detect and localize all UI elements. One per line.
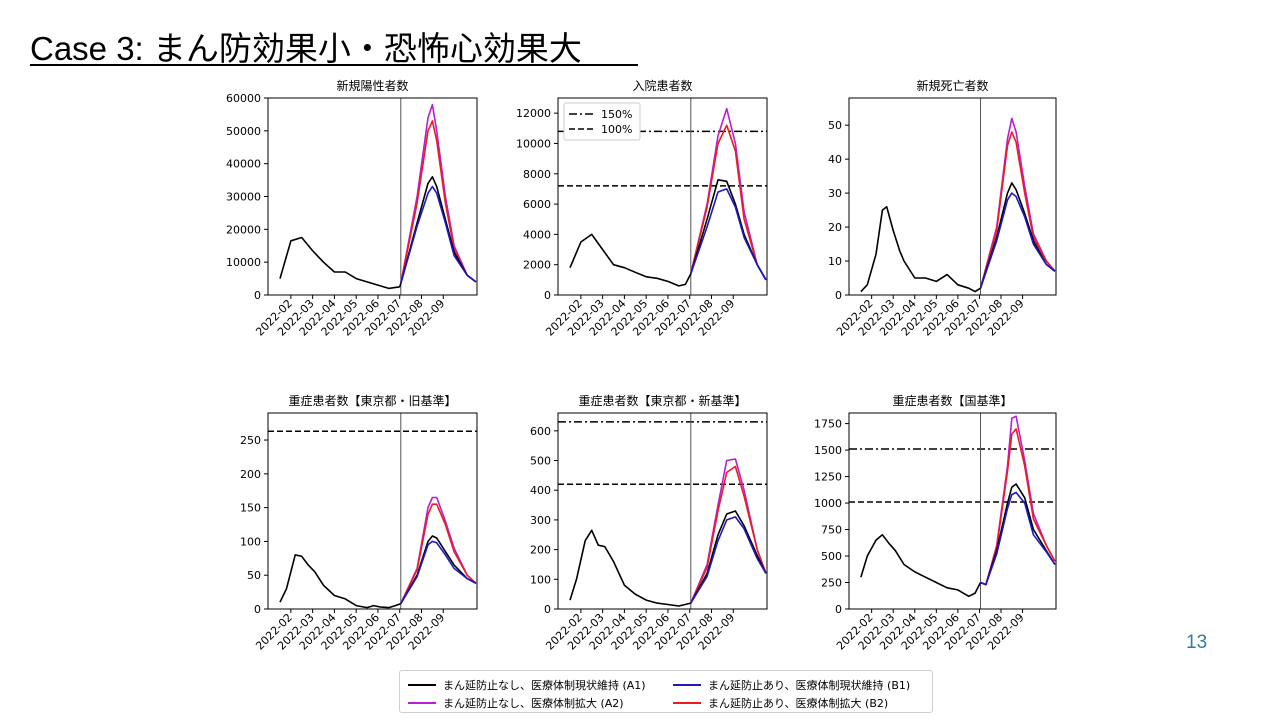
legend-label-a2: まん延防止なし、医療体制拡大 (A2) <box>443 697 624 710</box>
legend-item-b1: まん延防止あり、医療体制現状維持 (B1) <box>673 677 910 693</box>
series-line-a2 <box>979 117 1056 289</box>
y-tick-label: 60000 <box>226 92 261 105</box>
y-tick-label: 10000 <box>226 256 261 269</box>
legend-label-b2: まん延防止あり、医療体制拡大 (B2) <box>708 697 889 710</box>
chart-3: 新規死亡者数010203040502022-022022-032022-0420… <box>828 78 1057 339</box>
series-line-a1 <box>690 510 767 604</box>
y-tick-label: 10000 <box>516 137 551 150</box>
y-tick-label: 0 <box>544 289 551 302</box>
y-tick-label: 500 <box>530 455 551 468</box>
y-tick-label: 0 <box>254 289 261 302</box>
series-line-b2 <box>690 465 767 604</box>
plot-frame <box>557 412 768 610</box>
series-history-line <box>569 233 692 287</box>
chart-title: 重症患者数【東京都・新基準】 <box>578 393 746 408</box>
chart-title: 新規陽性者数 <box>336 78 408 93</box>
legend-item-b2: まん延防止あり、医療体制拡大 (B2) <box>673 695 888 711</box>
y-tick-label: 2000 <box>523 259 551 272</box>
series-history-line <box>569 529 691 607</box>
y-tick-label: 20 <box>828 221 842 234</box>
y-tick-label: 750 <box>821 524 842 537</box>
y-tick-label: 0 <box>835 289 842 302</box>
legend-swatch-b1 <box>673 684 701 686</box>
y-tick-label: 300 <box>530 514 551 527</box>
series-history-line <box>279 554 402 609</box>
y-tick-label: 250 <box>240 434 261 447</box>
legend-swatch-a1 <box>408 684 436 686</box>
plot-frame <box>848 412 1057 610</box>
series-line-b2 <box>690 124 767 281</box>
y-tick-label: 0 <box>544 603 551 616</box>
series-history-line <box>279 236 402 290</box>
reference-legend <box>563 102 641 141</box>
y-tick-label: 200 <box>240 468 261 481</box>
chart-6: 重症患者数【国基準】025050075010001250150017502022… <box>814 393 1057 653</box>
y-tick-label: 30 <box>828 187 842 200</box>
chart-2: 入院患者数0200040006000800010000120002022-022… <box>516 78 768 339</box>
legend-label-a1: まん延防止なし、医療体制現状維持 (A1) <box>443 679 646 692</box>
reference-legend-label: 150% <box>601 108 632 121</box>
y-tick-label: 400 <box>530 484 551 497</box>
y-tick-label: 20000 <box>226 223 261 236</box>
plot-frame <box>848 97 1057 296</box>
chart-title: 入院患者数 <box>632 78 692 93</box>
legend-item-a2: まん延防止なし、医療体制拡大 (A2) <box>408 695 624 711</box>
chart-1: 新規陽性者数0100002000030000400005000060000202… <box>226 78 478 339</box>
plot-frame <box>267 412 478 610</box>
series-line-b1 <box>690 516 767 604</box>
series-line-b1 <box>980 491 1056 586</box>
y-tick-label: 100 <box>240 535 261 548</box>
y-tick-label: 50 <box>828 119 842 132</box>
legend-swatch-a2 <box>408 702 436 704</box>
series-line-b1 <box>400 540 477 605</box>
chart-5: 重症患者数【東京都・新基準】01002003004005006002022-02… <box>530 393 768 653</box>
y-tick-label: 50 <box>247 569 261 582</box>
y-tick-label: 6000 <box>523 198 551 211</box>
series-line-a2 <box>400 496 477 604</box>
y-tick-label: 40000 <box>226 158 261 171</box>
y-tick-label: 50000 <box>226 125 261 138</box>
y-tick-label: 1750 <box>814 418 842 431</box>
y-tick-label: 12000 <box>516 107 551 120</box>
series-line-a2 <box>980 415 1056 586</box>
y-tick-label: 600 <box>530 425 551 438</box>
chart-title: 重症患者数【国基準】 <box>892 393 1012 408</box>
legend-swatch-b2 <box>673 702 701 704</box>
y-tick-label: 1500 <box>814 444 842 457</box>
slide-title: Case 3: まん防効果小・恐怖心効果大 <box>30 30 582 67</box>
chart-title: 新規死亡者数 <box>916 78 988 93</box>
y-tick-label: 0 <box>835 603 842 616</box>
chart-4: 重症患者数【東京都・旧基準】0501001502002502022-022022… <box>240 393 478 653</box>
plot-frame <box>557 97 768 296</box>
y-tick-label: 1250 <box>814 471 842 484</box>
series-history-line <box>860 533 982 598</box>
y-tick-label: 10 <box>828 255 842 268</box>
legend-label-b1: まん延防止あり、医療体制現状維持 (B1) <box>708 679 911 692</box>
series-line-b1 <box>690 188 767 281</box>
y-tick-label: 30000 <box>226 191 261 204</box>
y-tick-label: 500 <box>821 550 842 563</box>
series-line-b2 <box>400 503 477 604</box>
scenario-legend: まん延防止なし、医療体制現状維持 (A1) まん延防止あり、医療体制現状維持 (… <box>399 670 933 713</box>
y-tick-label: 100 <box>530 573 551 586</box>
series-line-b2 <box>979 131 1056 289</box>
title-underline <box>30 64 638 66</box>
chart-title: 重症患者数【東京都・旧基準】 <box>288 393 456 408</box>
y-tick-label: 4000 <box>523 228 551 241</box>
page-number: 13 <box>1186 632 1208 653</box>
series-line-b1 <box>979 192 1056 289</box>
reference-legend-label: 100% <box>601 123 632 136</box>
series-history-line <box>860 205 981 293</box>
y-tick-label: 250 <box>821 577 842 590</box>
y-tick-label: 40 <box>828 153 842 166</box>
legend-item-a1: まん延防止なし、医療体制現状維持 (A1) <box>408 677 646 693</box>
y-tick-label: 150 <box>240 502 261 515</box>
y-tick-label: 1000 <box>814 497 842 510</box>
series-line-b1 <box>400 185 477 284</box>
y-tick-label: 0 <box>254 603 261 616</box>
y-tick-label: 8000 <box>523 168 551 181</box>
y-tick-label: 200 <box>530 544 551 557</box>
